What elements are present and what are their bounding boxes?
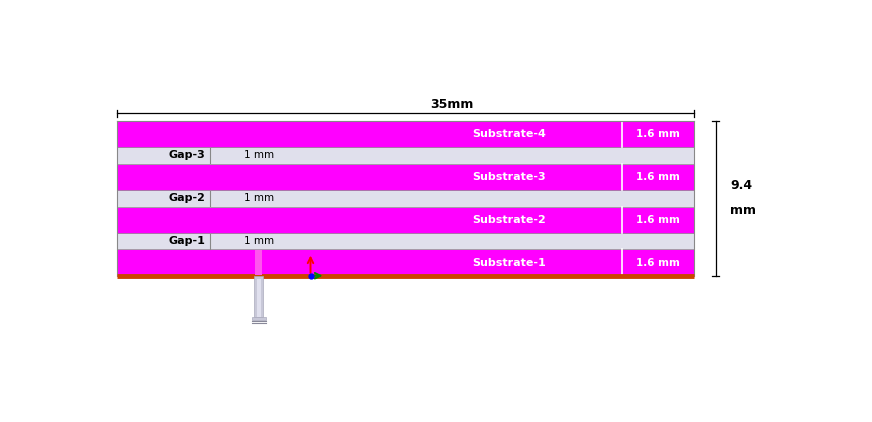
Text: Gap-3: Gap-3 [168, 150, 205, 160]
Bar [117, 206, 694, 233]
Bar [117, 164, 694, 190]
Text: Substrate-3: Substrate-3 [473, 172, 547, 182]
Text: Gap-1: Gap-1 [168, 236, 205, 246]
Text: 1.6 mm: 1.6 mm [637, 172, 680, 182]
Text: 9.4: 9.4 [731, 179, 753, 192]
Text: mm: mm [731, 204, 756, 217]
Text: Substrate-4: Substrate-4 [473, 129, 547, 139]
Text: Substrate-1: Substrate-1 [473, 257, 547, 268]
Bar [117, 249, 694, 276]
Text: 1.6 mm: 1.6 mm [637, 257, 680, 268]
Text: 1.6 mm: 1.6 mm [637, 129, 680, 139]
Bar [254, 276, 263, 317]
Text: 1 mm: 1 mm [244, 193, 274, 203]
Text: 1 mm: 1 mm [244, 150, 274, 160]
Text: Gap-2: Gap-2 [168, 193, 205, 203]
Bar [117, 233, 694, 249]
Bar [117, 190, 694, 206]
Text: 1 mm: 1 mm [244, 236, 274, 246]
Bar [255, 250, 262, 275]
Bar [256, 279, 261, 317]
Text: Substrate-2: Substrate-2 [473, 215, 547, 225]
Text: 1.6 mm: 1.6 mm [637, 215, 680, 225]
Bar [117, 121, 694, 147]
Bar [252, 317, 266, 320]
Text: 35mm: 35mm [430, 98, 473, 111]
Bar [117, 147, 694, 164]
